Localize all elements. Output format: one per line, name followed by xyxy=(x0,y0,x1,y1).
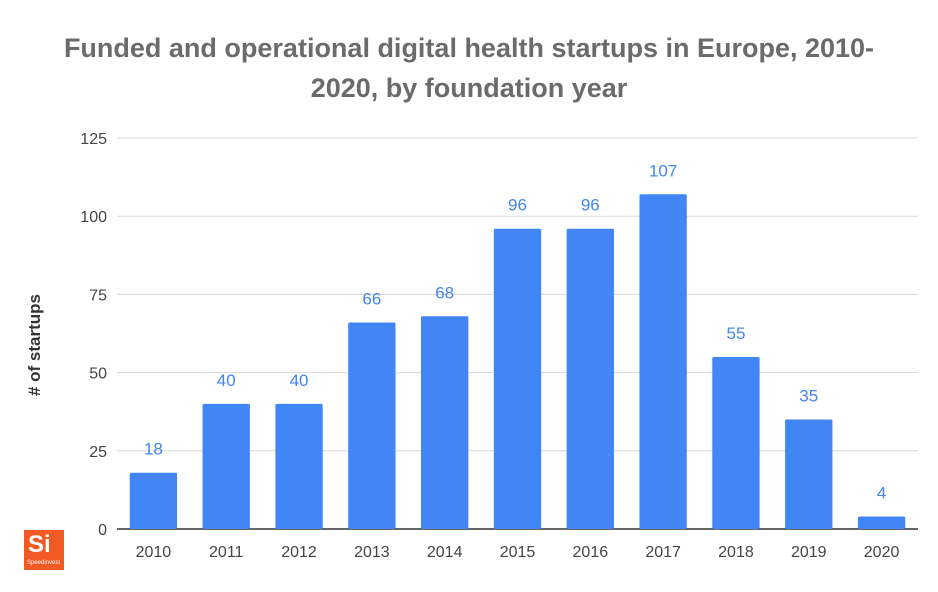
bar xyxy=(712,356,760,529)
chart-title-line-2: 2020, by foundation year xyxy=(310,73,628,103)
x-tick-label: 2015 xyxy=(500,544,536,561)
x-tick-label: 2016 xyxy=(573,544,609,561)
x-tick-label: 2010 xyxy=(136,544,172,561)
bar xyxy=(493,228,542,529)
data-label: 66 xyxy=(362,290,381,309)
bar xyxy=(129,472,178,529)
x-tick-labels: 2010 2011 2012 2013 2014 2015 2016 2017 2018 2019… xyxy=(136,544,900,561)
data-label: 40 xyxy=(290,371,309,390)
data-label: 18 xyxy=(144,440,163,459)
data-label: 96 xyxy=(508,196,527,215)
chart-title: Funded and operational digital health st… xyxy=(10,28,928,108)
y-tick-label: 50 xyxy=(89,366,107,383)
x-tick-label: 2019 xyxy=(791,544,827,561)
data-label: 4 xyxy=(877,483,886,502)
bars xyxy=(129,194,906,529)
y-tick-label: 100 xyxy=(80,209,107,226)
logo-name: Speedinvest xyxy=(27,560,61,566)
x-tick-label: 2017 xyxy=(645,544,681,561)
x-tick-label: 2012 xyxy=(281,544,317,561)
bar xyxy=(202,403,250,529)
y-tick-label: 25 xyxy=(89,444,107,461)
y-axis-title: # of startups xyxy=(25,294,44,396)
data-label: 68 xyxy=(435,283,454,302)
y-tick-label: 75 xyxy=(89,287,107,304)
bar xyxy=(639,194,687,529)
bar xyxy=(275,403,323,529)
data-labels: 18 40 40 66 68 96 96 107 55 35 4 xyxy=(144,161,886,502)
y-tick-labels: 0 25 50 75 100 125 xyxy=(80,131,107,539)
bar xyxy=(348,322,396,529)
x-tick-label: 2013 xyxy=(354,544,390,561)
bar xyxy=(421,316,469,529)
x-tick-label: 2014 xyxy=(427,544,463,561)
data-label: 107 xyxy=(649,161,677,180)
x-tick-label: 2011 xyxy=(209,544,244,561)
data-label: 55 xyxy=(726,324,745,343)
bar xyxy=(566,228,614,529)
chart-title-line-1: Funded and operational digital health st… xyxy=(63,33,875,63)
data-label: 40 xyxy=(217,371,236,390)
bar xyxy=(857,516,906,529)
logo-mark: Si xyxy=(28,531,51,558)
y-tick-label: 125 xyxy=(80,131,107,148)
data-label: 96 xyxy=(581,196,600,215)
x-tick-label: 2018 xyxy=(718,544,754,561)
data-label: 35 xyxy=(799,387,818,406)
bar xyxy=(785,419,833,529)
speedinvest-logo: Si Speedinvest xyxy=(24,530,64,570)
x-tick-label: 2020 xyxy=(864,544,900,561)
y-tick-label: 0 xyxy=(98,522,107,539)
